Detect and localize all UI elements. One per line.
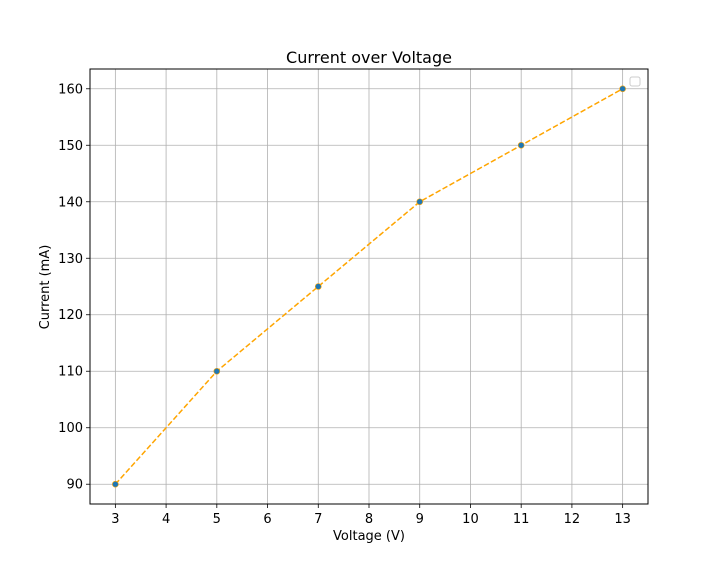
x-tick-label: 7: [314, 512, 322, 527]
data-point: [213, 367, 221, 375]
legend-box: [629, 76, 641, 87]
x-tick-label: 9: [416, 512, 424, 527]
y-axis-label: Current (mA): [38, 245, 53, 330]
y-tick-label: 120: [58, 308, 83, 323]
data-point: [112, 480, 119, 488]
x-tick-label: 5: [213, 512, 221, 527]
x-axis-label: Voltage (V): [333, 529, 405, 544]
y-tick-label: 130: [58, 252, 83, 267]
y-tick-label: 150: [58, 139, 83, 154]
x-tick-label: 10: [462, 512, 479, 527]
legend: [629, 76, 641, 87]
grid: [90, 69, 648, 504]
x-tick-label: 11: [513, 512, 530, 527]
series: [112, 85, 626, 488]
y-tick-label: 160: [58, 82, 83, 97]
y-tick-label: 100: [58, 421, 83, 436]
x-tick-label: 4: [162, 512, 170, 527]
y-tick-label: 90: [66, 478, 83, 493]
x-tick-label: 6: [263, 512, 271, 527]
series-line: [114, 88, 624, 485]
chart-title: Current over Voltage: [286, 48, 452, 67]
data-point: [416, 198, 424, 206]
x-tick-label: 13: [614, 512, 631, 527]
ticks: 3 4 5 6 7 8 9 10 11 12 13 90 100 110 120 130 140 150 160: [58, 82, 631, 527]
data-point: [619, 85, 626, 93]
x-tick-label: 8: [365, 512, 373, 527]
data-point: [517, 141, 525, 149]
y-tick-label: 110: [58, 365, 83, 380]
x-tick-label: 3: [111, 512, 119, 527]
y-tick-label: 140: [58, 195, 83, 210]
data-point: [314, 283, 322, 290]
x-tick-label: 12: [564, 512, 581, 527]
